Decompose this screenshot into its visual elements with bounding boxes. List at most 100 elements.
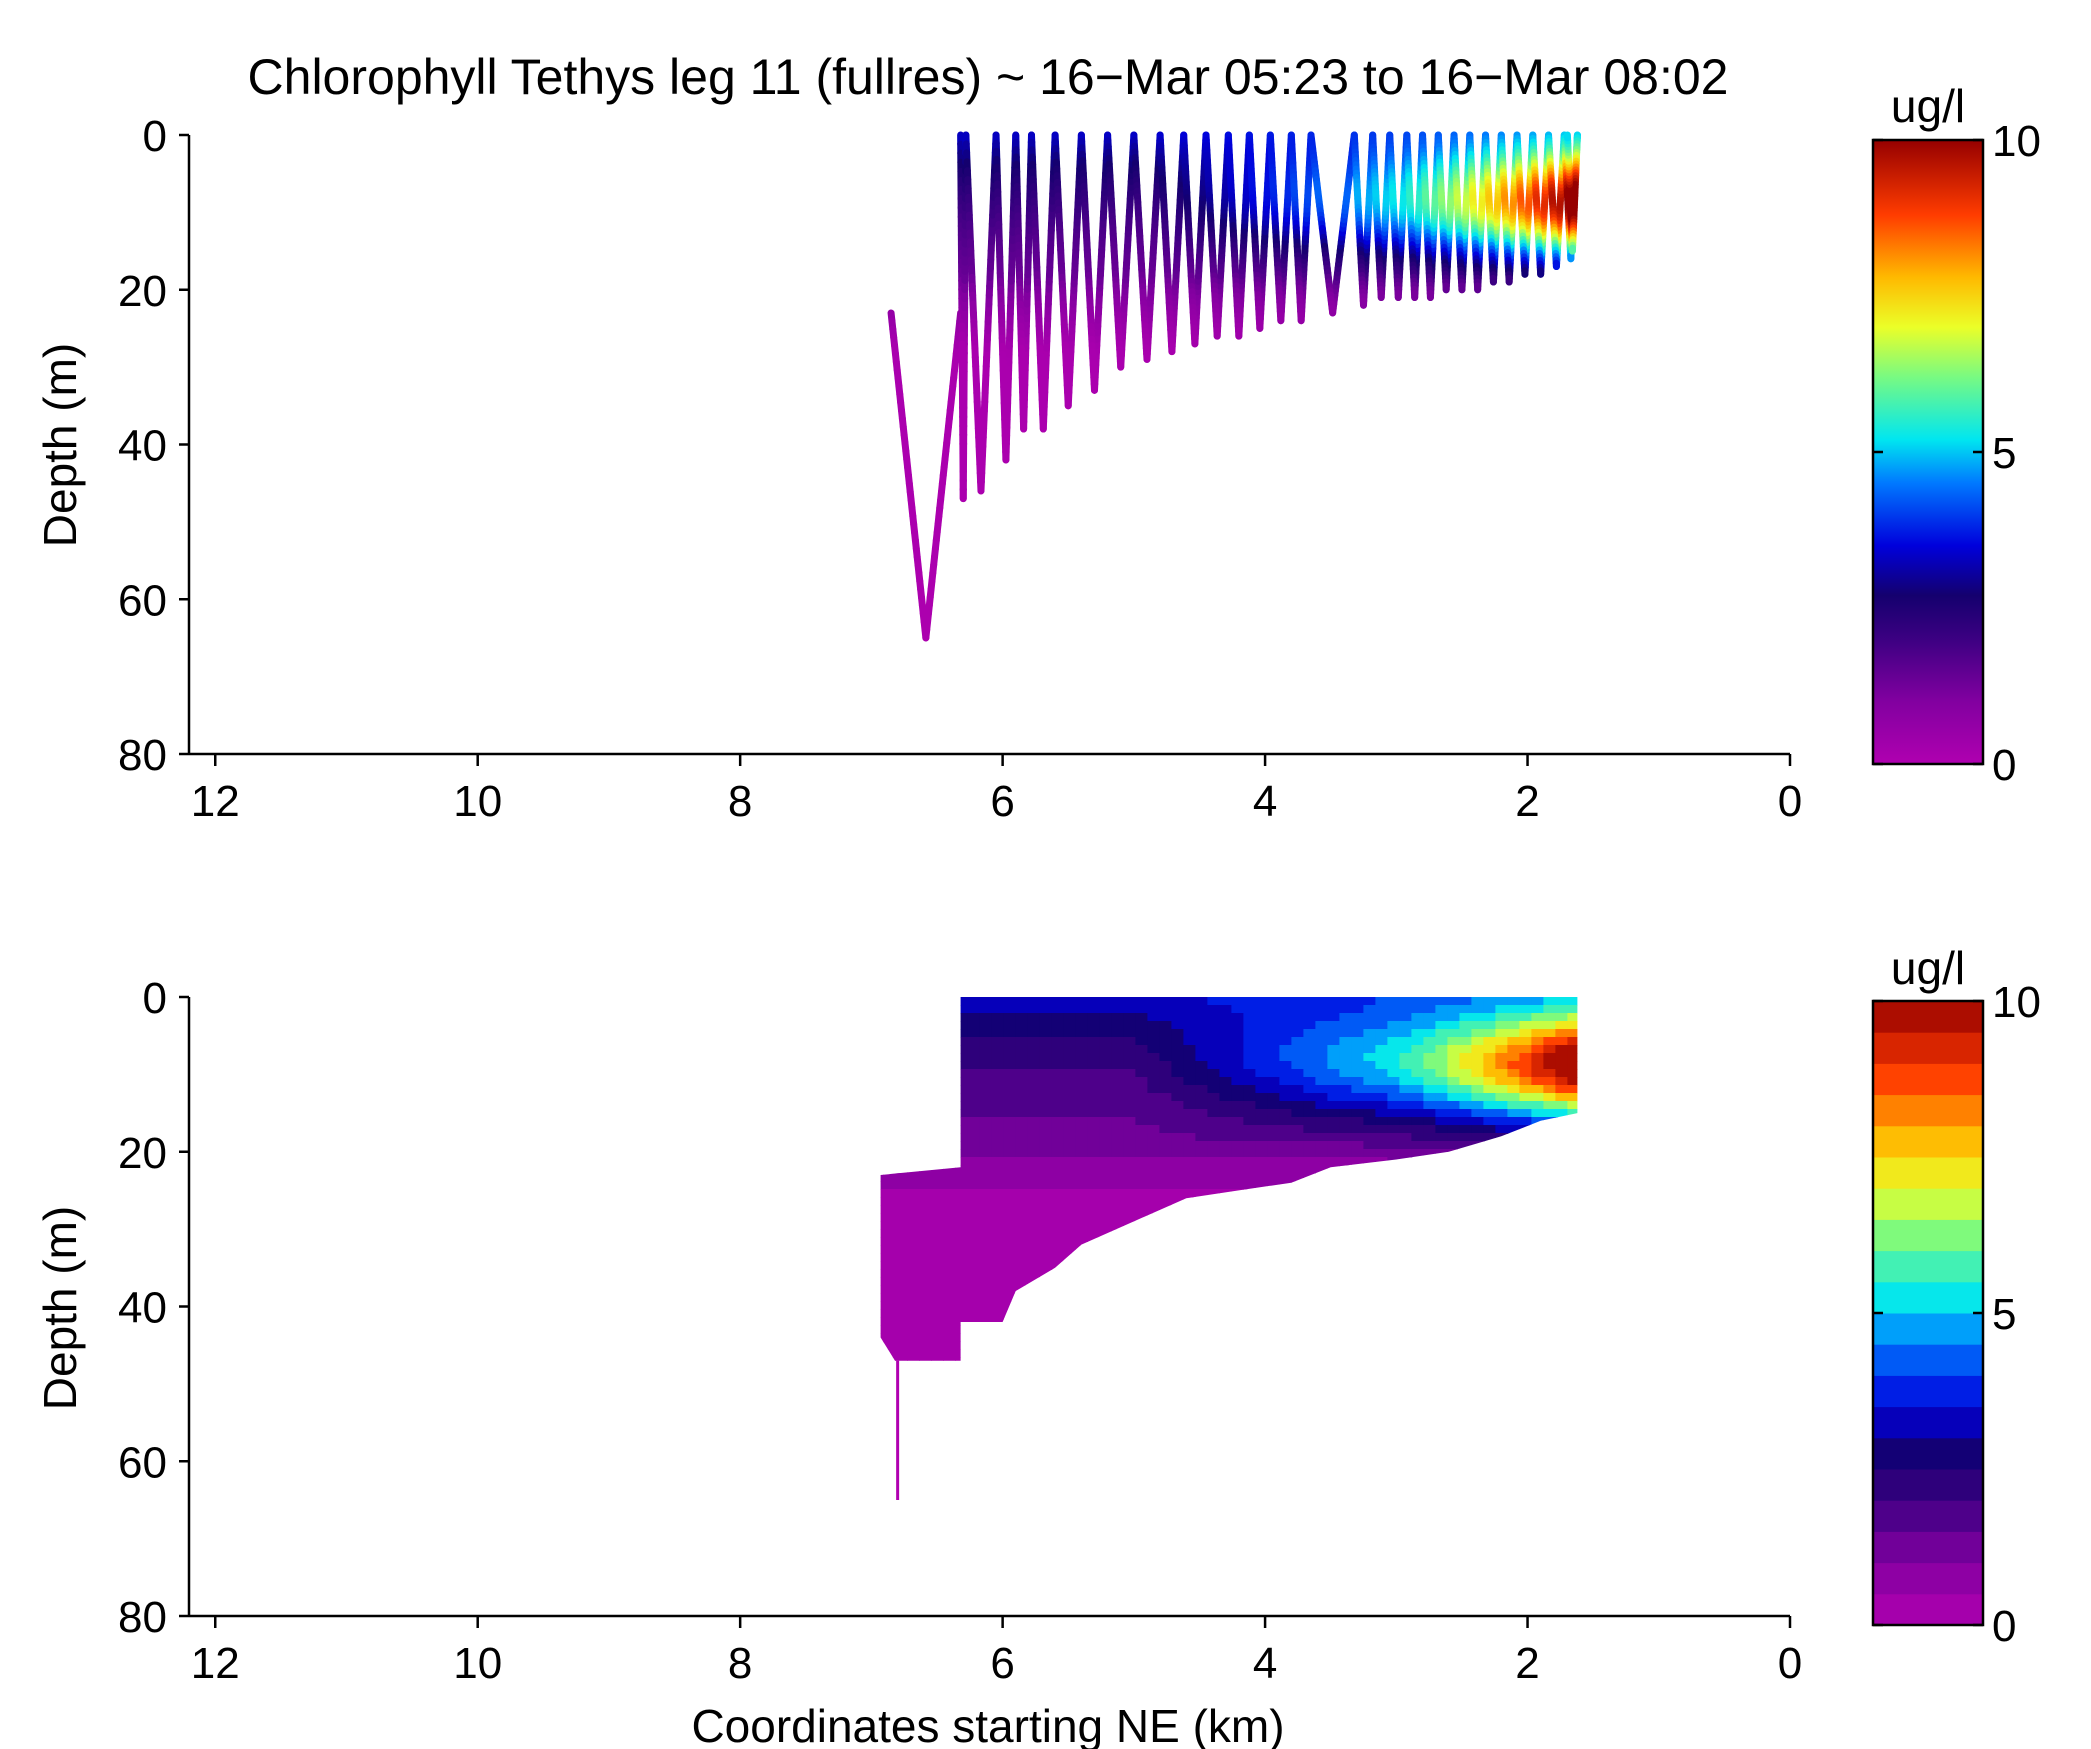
contour-cell [1015,1245,1028,1254]
contour-cell [955,1253,968,1262]
contour-cell [1207,1005,1220,1014]
contour-cell [1051,1261,1064,1270]
contour-cell [1579,1197,1592,1206]
contour-cell [1195,1077,1208,1086]
contour-cell [931,997,944,1006]
contour-cell [1303,997,1316,1006]
contour-cell [1387,1277,1400,1286]
contour-cell [919,1101,932,1110]
contour-cell [931,1269,944,1278]
contour-cell [1039,997,1052,1006]
contour-cell [1027,1005,1040,1014]
contour-cell [1315,1005,1328,1014]
contour-cell [1255,1237,1268,1246]
contour-cell [967,1077,980,1086]
contour-cell [907,1261,920,1270]
contour-cell [1459,1029,1472,1038]
contour-cell [880,1061,884,1070]
contour-cell [1207,1061,1220,1070]
contour-cell [1063,1269,1076,1278]
contour-cell [1183,1221,1196,1230]
contour-cell [1183,1197,1196,1206]
contour-cell [1351,1277,1364,1286]
contour-cell [991,1109,1004,1118]
contour-cell [880,1245,884,1254]
contour-cell [1063,1197,1076,1206]
contour-cell [1567,1061,1578,1070]
contour-cell [907,1109,920,1118]
contour-cell [1435,1077,1448,1086]
contour-cell [1231,1197,1244,1206]
contour-cell [1243,1253,1256,1262]
contour-cell [1231,1021,1244,1030]
contour-cell [1063,1181,1076,1190]
contour-cell [1567,1213,1578,1222]
contour-cell [1591,1197,1604,1206]
contour-cell [1207,1093,1220,1102]
contour-cell [991,1237,1004,1246]
contour-cell [907,1189,920,1198]
contour-cell [1231,1245,1244,1254]
contour-cell [1327,1021,1340,1030]
contour-cell [1543,1285,1556,1294]
contour-cell [1399,1261,1412,1270]
contour-cell [1495,1053,1508,1062]
contour-cell [1471,1205,1484,1214]
contour-cell [1387,1173,1400,1182]
contour-cell [1399,1053,1412,1062]
contour-cell [955,1045,968,1054]
contour-cell [1423,1165,1436,1174]
contour-cell [1291,1213,1304,1222]
contour-cell [1015,1069,1028,1078]
contour-cell [1315,1045,1328,1054]
contour-cell [1279,997,1292,1006]
contour-cell [943,1141,956,1150]
contour-cell [1591,1285,1604,1294]
contour-cell [931,1205,944,1214]
contour-cell [1327,1117,1340,1126]
contour-cell [1051,1149,1064,1158]
contour-cell [1279,1117,1292,1126]
contour-cell [919,1005,932,1014]
contour-cell [1099,1053,1112,1062]
contour-cell [1207,1237,1220,1246]
contour-cell [1063,1189,1076,1198]
contour-cell [1135,1005,1148,1014]
contour-cell [967,1085,980,1094]
contour-cell [1363,1093,1376,1102]
contour-cell [1063,1069,1076,1078]
contour-cell [1183,1029,1196,1038]
contour-cell [1135,1237,1148,1246]
contour-cell [1003,1005,1016,1014]
contour-cell [1075,1157,1088,1166]
contour-cell [1243,1069,1256,1078]
contour-cell [880,1005,884,1014]
contour-cell [880,1117,884,1126]
contour-cell [1411,1021,1424,1030]
contour-cell [1087,1157,1100,1166]
contour-cell [1207,1077,1220,1086]
contour-cell [1387,1061,1400,1070]
contour-cell [1255,1037,1268,1046]
contour-cell [1363,1101,1376,1110]
contour-cell [1339,1117,1352,1126]
contour-cell [1099,1205,1112,1214]
contour-cell [1135,1077,1148,1086]
contour-cell [880,1101,884,1110]
contour-cell [1231,1037,1244,1046]
contour-cell [895,1045,908,1054]
contour-cell [1279,1269,1292,1278]
contour-cell [1483,1101,1496,1110]
contour-cell [1387,1093,1400,1102]
contour-cell [1123,1085,1136,1094]
contour-cell [1579,1069,1592,1078]
contour-cell [943,1213,956,1222]
contour-cell [883,1109,896,1118]
contour-cell [895,1157,908,1166]
profile-dive [1403,131,1427,301]
contour-cell [1147,1237,1160,1246]
contour-cell [931,1085,944,1094]
contour-cell [1003,1069,1016,1078]
contour-cell [1075,1133,1088,1142]
contour-cell [1315,1205,1328,1214]
